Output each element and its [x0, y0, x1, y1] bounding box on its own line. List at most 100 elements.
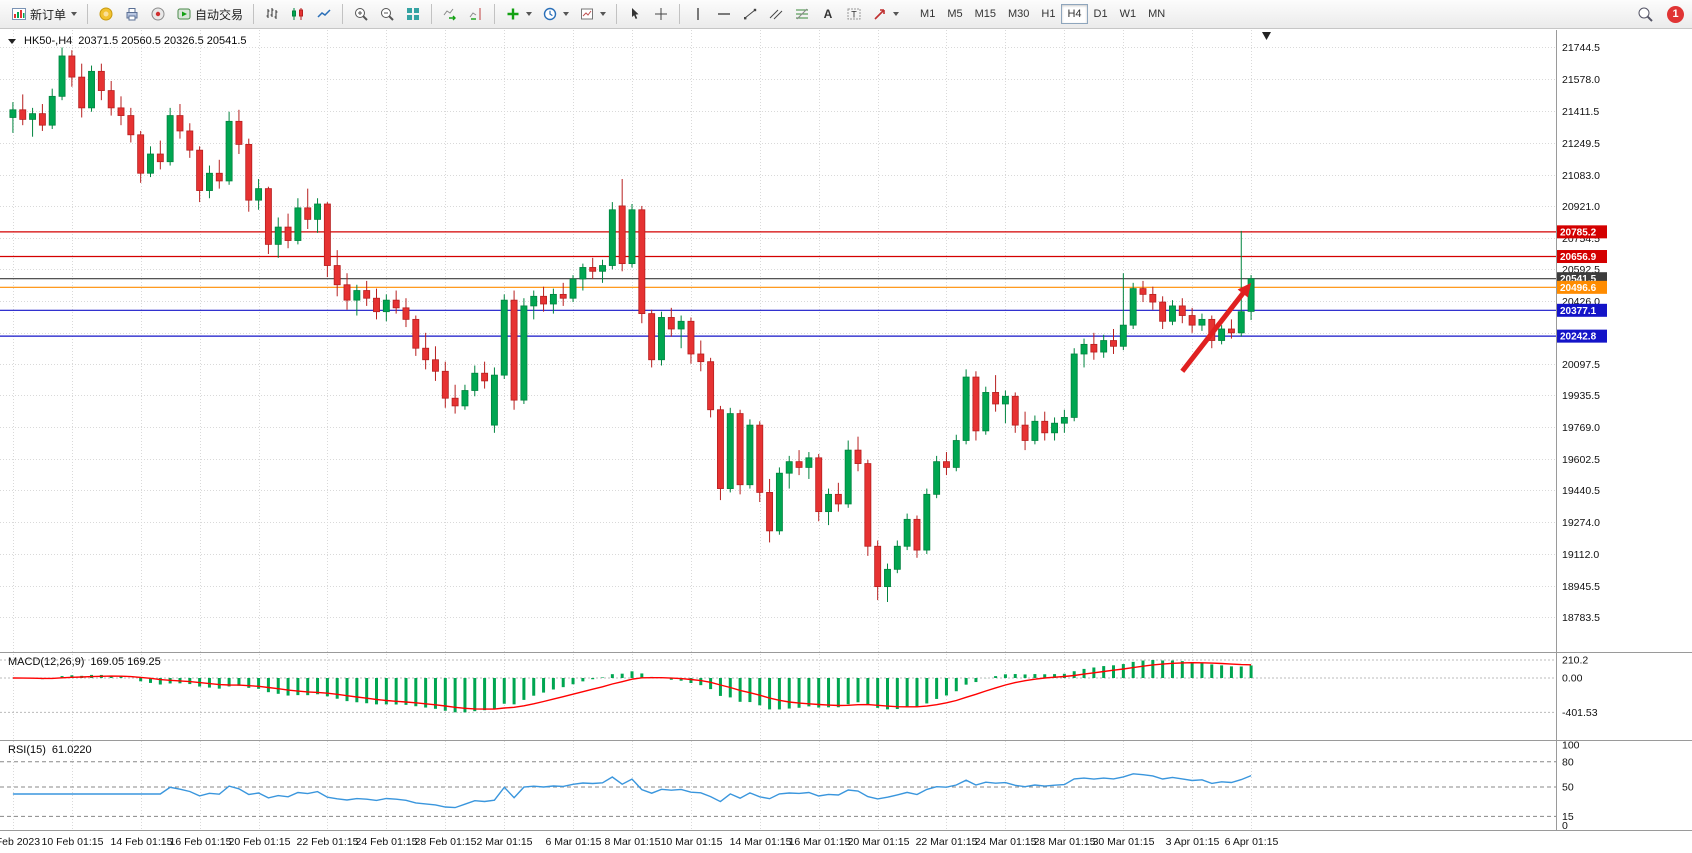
candles-chart-type-button[interactable]: [285, 1, 311, 27]
funds-button[interactable]: [93, 1, 119, 27]
indicators-icon: [507, 8, 519, 20]
timeframe-h4-button[interactable]: H4: [1061, 4, 1088, 24]
timeframe-m30-button[interactable]: M30: [1008, 8, 1030, 20]
timeframe-mn-button[interactable]: MN: [1148, 8, 1166, 20]
chart-ohlc-header: HK50-,H4 20371.5 20560.5 20326.5 20541.5: [8, 35, 247, 47]
autotrading-label: 自动交易: [195, 7, 244, 22]
cursor-icon: [632, 8, 639, 19]
templates-button[interactable]: [574, 1, 611, 27]
channel-tool-button[interactable]: [763, 1, 789, 27]
text-tool-button[interactable]: A: [815, 1, 841, 27]
timeframe-m1-button[interactable]: M1: [920, 8, 936, 20]
horizontal-price-lines[interactable]: [0, 231, 1556, 337]
chart-shift-button[interactable]: [463, 1, 489, 27]
crosshair-icon: [655, 8, 668, 20]
timeframe-m5-button[interactable]: M5: [947, 8, 963, 20]
svg-text:8 Mar 01:15: 8 Mar 01:15: [604, 836, 660, 848]
rsi-pane[interactable]: 100 80 50 150: [0, 740, 1580, 833]
trendline-tool-button[interactable]: [737, 1, 763, 27]
search-icon: [1638, 7, 1653, 22]
panel-separators: [0, 30, 1692, 831]
auto-scroll-icon: [443, 8, 457, 21]
svg-text:210.2: 210.2: [1562, 655, 1588, 667]
svg-text:22 Mar 01:15: 22 Mar 01:15: [916, 836, 978, 848]
search-button[interactable]: [1631, 1, 1659, 27]
macd-pane[interactable]: 210.2 0.00 -401.53: [0, 655, 1598, 719]
svg-text:20377.1: 20377.1: [1560, 306, 1597, 317]
timeframe-h1-button[interactable]: H1: [1041, 8, 1056, 20]
svg-text:0.00: 0.00: [1562, 673, 1583, 685]
fibonacci-icon: [796, 8, 809, 20]
macd-indicator-header: MACD(12,26,9) 169.05 169.25: [8, 656, 161, 668]
auto-scroll-button[interactable]: [437, 1, 463, 27]
svg-text:20921.0: 20921.0: [1562, 201, 1600, 213]
periods-dropdown-icon: [563, 12, 570, 16]
periods-button[interactable]: [537, 1, 574, 27]
ohlc-bars-icon: [266, 8, 278, 19]
svg-text:20785.2: 20785.2: [1560, 227, 1597, 238]
svg-text:21744.5: 21744.5: [1562, 42, 1600, 54]
svg-text:0: 0: [1562, 820, 1568, 832]
templates-dropdown-icon: [600, 12, 607, 16]
toolbar-separator: [494, 4, 496, 24]
timeframe-d1-button[interactable]: D1: [1093, 8, 1108, 20]
crosshair-tool-button[interactable]: [648, 1, 674, 27]
last-bar-marker-icon: [1262, 32, 1271, 40]
tile-windows-button[interactable]: [400, 1, 426, 27]
svg-text:14 Feb 01:15: 14 Feb 01:15: [111, 836, 173, 848]
svg-text:10 Feb 01:15: 10 Feb 01:15: [42, 836, 104, 848]
timeframe-w1-button[interactable]: W1: [1119, 8, 1137, 20]
svg-text:21578.0: 21578.0: [1562, 74, 1600, 86]
rsi-value: 61.0220: [51, 744, 92, 756]
svg-text:8 Feb 2023: 8 Feb 2023: [0, 836, 40, 848]
vertical-line-tool-button[interactable]: [685, 1, 711, 27]
main-toolbar: 新订单 自动交易: [0, 0, 1692, 29]
svg-text:50: 50: [1562, 782, 1574, 794]
vertical-line-icon: [697, 8, 699, 20]
trendline-icon: [744, 8, 757, 20]
notification-badge[interactable]: 1: [1667, 5, 1684, 23]
toolbar-separator: [616, 4, 618, 24]
trend-arrow-annotation[interactable]: [1180, 282, 1252, 373]
macd-histogram: [21, 660, 1253, 713]
svg-text:20242.8: 20242.8: [1560, 332, 1597, 343]
indicators-button[interactable]: [500, 1, 537, 27]
zoom-out-button[interactable]: [374, 1, 400, 27]
autotrading-icon: [177, 8, 191, 20]
line-chart-type-button[interactable]: [311, 1, 337, 27]
cursor-tool-button[interactable]: [622, 1, 648, 27]
print-icon: [126, 8, 138, 21]
timeframe-m15-button[interactable]: M15: [974, 8, 996, 20]
arrows-tool-button[interactable]: [867, 1, 904, 27]
svg-text:19602.5: 19602.5: [1562, 454, 1600, 466]
svg-text:18945.5: 18945.5: [1562, 581, 1600, 593]
print-button[interactable]: [119, 1, 145, 27]
text-label-tool-button[interactable]: T: [841, 1, 867, 27]
svg-text:19935.5: 19935.5: [1562, 390, 1600, 402]
bars-chart-type-button[interactable]: [259, 1, 285, 27]
autotrading-button[interactable]: 自动交易: [171, 1, 248, 27]
svg-text:3 Apr 01:15: 3 Apr 01:15: [1166, 836, 1220, 848]
fibonacci-tool-button[interactable]: [789, 1, 815, 27]
chart-ohlc-values: 20371.5 20560.5 20326.5 20541.5: [78, 35, 247, 47]
new-order-button[interactable]: 新订单: [6, 1, 82, 27]
svg-text:20496.6: 20496.6: [1560, 283, 1597, 294]
candles-layer[interactable]: [9, 47, 1255, 603]
zoom-out-icon: [381, 8, 394, 21]
community-button[interactable]: [145, 1, 171, 27]
toolbar-separator: [342, 4, 344, 24]
community-icon: [151, 7, 165, 21]
svg-text:10 Mar 01:15: 10 Mar 01:15: [661, 836, 723, 848]
toolbar-separator: [253, 4, 255, 24]
indicators-dropdown-icon: [526, 12, 533, 16]
svg-text:T: T: [851, 10, 857, 20]
new-order-icon: [12, 8, 26, 20]
horizontal-line-tool-button[interactable]: [711, 1, 737, 27]
symbol-marker-icon: [8, 38, 16, 44]
svg-text:16 Mar 01:15: 16 Mar 01:15: [789, 836, 851, 848]
zoom-in-button[interactable]: [348, 1, 374, 27]
clock-icon: [543, 7, 557, 21]
toolbar-separator: [679, 4, 681, 24]
